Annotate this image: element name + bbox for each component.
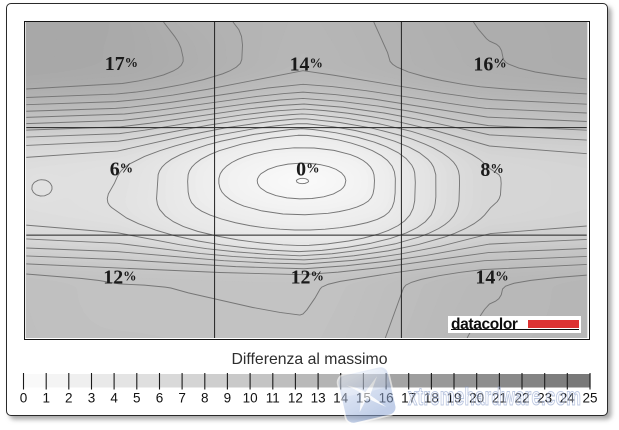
svg-text:2: 2	[65, 391, 73, 406]
svg-text:13: 13	[311, 391, 326, 406]
svg-text:16%: 16%	[473, 54, 506, 76]
svg-text:19: 19	[446, 391, 461, 406]
svg-text:6%: 6%	[110, 159, 133, 181]
svg-text:8: 8	[201, 391, 209, 406]
svg-text:7: 7	[178, 391, 186, 406]
svg-text:23: 23	[537, 391, 552, 406]
svg-text:24: 24	[560, 391, 576, 406]
svg-text:12%: 12%	[103, 267, 136, 289]
svg-text:9: 9	[224, 391, 232, 406]
svg-text:17: 17	[401, 391, 416, 406]
svg-text:8%: 8%	[480, 159, 503, 181]
svg-text:17%: 17%	[105, 53, 138, 75]
svg-text:6: 6	[156, 391, 164, 406]
svg-text:14%: 14%	[290, 54, 323, 76]
svg-text:25: 25	[582, 391, 597, 406]
svg-text:11: 11	[266, 391, 280, 406]
svg-text:12: 12	[288, 391, 303, 406]
svg-text:20: 20	[469, 391, 484, 406]
svg-text:0%: 0%	[296, 159, 319, 181]
svg-text:10: 10	[243, 391, 258, 406]
svg-text:5: 5	[133, 391, 141, 406]
svg-text:14%: 14%	[475, 267, 508, 289]
svg-text:1: 1	[42, 391, 50, 406]
svg-text:21: 21	[492, 391, 507, 406]
svg-text:3: 3	[88, 391, 96, 406]
svg-text:22: 22	[514, 391, 529, 406]
svg-text:0: 0	[20, 391, 28, 406]
svg-text:4: 4	[110, 391, 118, 406]
svg-text:12%: 12%	[291, 267, 324, 289]
svg-text:18: 18	[424, 391, 439, 406]
